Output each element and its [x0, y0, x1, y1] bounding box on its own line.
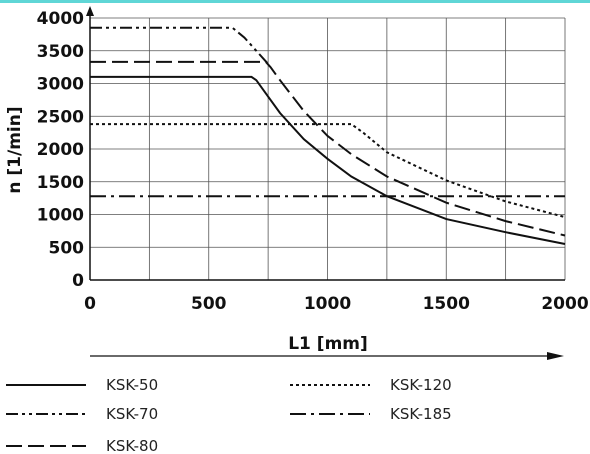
y-tick-label-1500: 1500: [37, 173, 84, 193]
x-tick-label-0: 0: [84, 294, 96, 314]
axes: [86, 6, 565, 360]
y-tick-label-3000: 3000: [37, 75, 84, 95]
y-tick-label-1000: 1000: [37, 206, 84, 226]
y-tick-label-3500: 3500: [37, 42, 84, 62]
y-tick-label-2500: 2500: [37, 107, 84, 127]
series-line-ksk-50: [90, 75, 566, 245]
legend-label-ksk-120: KSK-120: [390, 376, 452, 394]
legend-label-ksk-70: KSK-70: [106, 405, 158, 423]
legend-label-ksk-185: KSK-185: [390, 405, 452, 423]
x-tick-label-1000: 1000: [304, 294, 351, 314]
y-axis-arrow-icon: [86, 6, 94, 16]
y-tick-label-0: 0: [72, 271, 84, 291]
legend: KSK-50 KSK-70 KSK-80 KSK-120 KSK-185: [6, 376, 452, 454]
legend-label-ksk-80: KSK-80: [106, 437, 158, 454]
x-tick-label-2000: 2000: [541, 294, 588, 314]
series-line-ksk-70: [90, 26, 269, 65]
x-axis-title: L1 [mm]: [288, 334, 368, 354]
series-line-ksk-80: [90, 60, 566, 237]
x-tick-label-500: 500: [191, 294, 227, 314]
x-tick-labels: 0 500 1000 1500 2000: [84, 294, 589, 314]
top-accent-rule: [0, 0, 590, 3]
y-tick-label-2000: 2000: [37, 140, 84, 160]
y-axis-title: n [1/min]: [5, 106, 25, 193]
x-tick-label-1500: 1500: [423, 294, 470, 314]
grid: [90, 17, 566, 280]
y-tick-labels: 0 500 1000 1500 2000 2500 3000 3500 4000: [37, 9, 84, 291]
x-direction-arrow-icon: [547, 352, 564, 360]
series-line-ksk-120: [90, 123, 566, 219]
legend-label-ksk-50: KSK-50: [106, 376, 158, 394]
y-tick-label-500: 500: [49, 238, 85, 258]
y-tick-label-4000: 4000: [37, 9, 84, 29]
series-lines: [90, 26, 566, 245]
